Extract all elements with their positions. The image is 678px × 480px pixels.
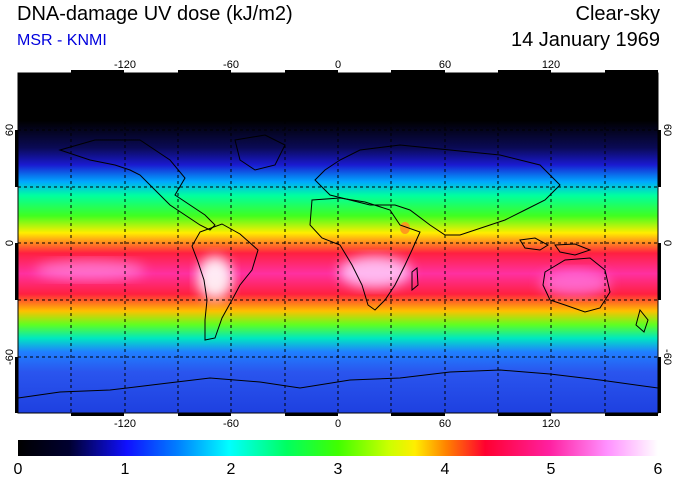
sky-condition-label: Clear-sky xyxy=(575,3,660,25)
lon-tick-label: 120 xyxy=(542,59,560,71)
pacific-high-dose-patch xyxy=(35,260,145,280)
graticule xyxy=(18,73,658,413)
uv-field xyxy=(18,73,658,413)
lon-tick-label: -120 xyxy=(114,59,136,71)
lon-tick-label: 60 xyxy=(439,59,451,71)
lon-labels-bottom: -120 -60 0 60 120 xyxy=(114,418,560,430)
lat-tick-label: -60 xyxy=(661,349,673,365)
lat-tick-label: 60 xyxy=(661,124,673,136)
lat-tick-label: 60 xyxy=(4,124,16,136)
lon-tick-label: -120 xyxy=(114,418,136,430)
lat-tick-label: 0 xyxy=(4,240,16,246)
colorbar-label: 0 xyxy=(14,461,23,478)
south-america-high-dose-patch xyxy=(197,256,233,300)
lat-labels-right: 60 0 -60 xyxy=(661,124,673,365)
lon-tick-label: 120 xyxy=(542,418,560,430)
lon-tick-label: 60 xyxy=(439,418,451,430)
colorbar-label: 5 xyxy=(547,461,556,478)
coastlines xyxy=(18,134,658,399)
data-source-label: MSR - KNMI xyxy=(17,32,107,49)
date-label: 14 January 1969 xyxy=(510,29,660,51)
lat-labels-left: 60 0 -60 xyxy=(4,124,16,365)
lat-tick-label: -60 xyxy=(4,349,16,365)
lon-tick-label: -60 xyxy=(223,59,239,71)
lat-tick-label: 0 xyxy=(661,240,673,246)
lon-labels-top: -120 -60 0 60 120 xyxy=(114,59,560,71)
lon-tick-label: 0 xyxy=(335,59,341,71)
east-africa-patch xyxy=(400,222,410,234)
colorbar-label: 2 xyxy=(227,461,236,478)
colorbar-label: 1 xyxy=(121,461,130,478)
colorbar-labels: 0 1 2 3 4 5 6 xyxy=(14,461,663,478)
colorbar-label: 6 xyxy=(654,461,663,478)
australia-high-dose-patch xyxy=(540,270,610,296)
colorbar-label: 4 xyxy=(441,461,450,478)
lon-tick-label: 0 xyxy=(335,418,341,430)
frame-ticks xyxy=(15,70,661,416)
lon-tick-label: -60 xyxy=(223,418,239,430)
map-title: DNA-damage UV dose (kJ/m2) xyxy=(17,3,293,25)
africa-high-dose-patch xyxy=(339,256,411,288)
colorbar-label: 3 xyxy=(334,461,343,478)
colorbar xyxy=(18,440,658,456)
